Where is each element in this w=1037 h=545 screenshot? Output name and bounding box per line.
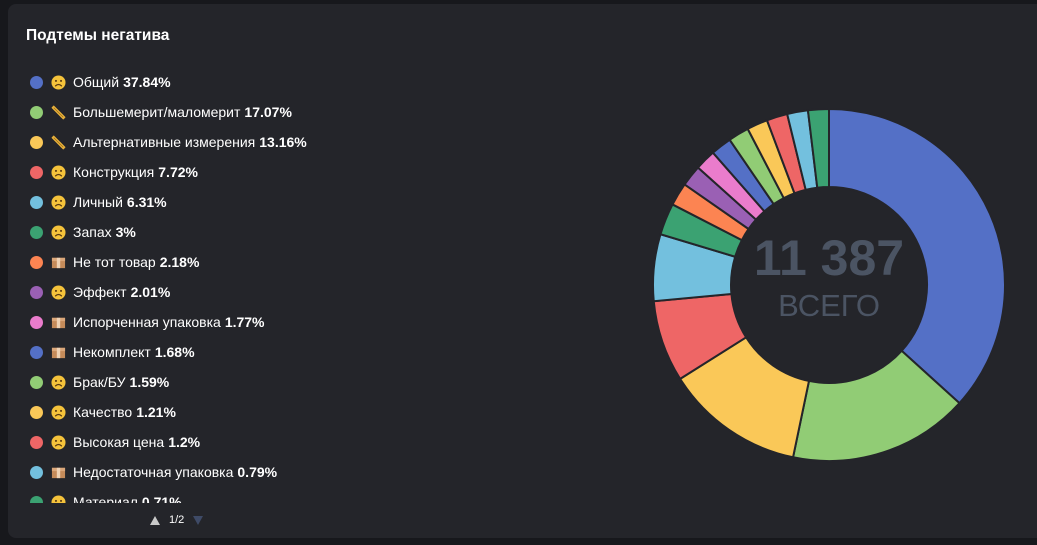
legend-color-dot <box>30 495 43 503</box>
legend-label: Альтернативные измерения <box>73 134 256 150</box>
legend-percent: 2.01% <box>130 284 171 300</box>
legend-item[interactable]: Альтернативные измерения 13.16% <box>30 127 470 157</box>
legend-item[interactable]: Эффект 2.01% <box>30 277 470 307</box>
legend-color-dot <box>30 225 43 239</box>
legend-percent: 1.21% <box>136 404 176 420</box>
legend-color-dot <box>30 135 43 149</box>
legend-color-dot <box>30 375 43 389</box>
legend-label: Общий <box>73 74 120 90</box>
legend-item[interactable]: Брак/БУ 1.59% <box>30 367 470 397</box>
legend-label: Не тот товар <box>73 254 156 270</box>
legend-item[interactable]: Недостаточная упаковка 0.79% <box>30 457 470 487</box>
frown-face-icon <box>51 74 66 90</box>
legend-color-dot <box>30 315 43 329</box>
frown-face-icon <box>51 374 66 390</box>
legend-color-dot <box>30 105 43 119</box>
legend-color-dot <box>30 285 43 299</box>
legend-color-dot <box>30 465 43 479</box>
legend-percent: 37.84% <box>123 74 171 90</box>
legend-color-dot <box>30 165 43 179</box>
total-value: 11 387 <box>753 230 905 286</box>
ruler-icon <box>51 105 66 120</box>
package-icon <box>51 345 66 360</box>
frown-face-icon <box>51 224 66 240</box>
frown-face-icon <box>51 434 66 450</box>
legend-label: Личный <box>73 194 123 210</box>
frown-face-icon <box>51 404 66 420</box>
pager-label: 1/2 <box>169 514 185 526</box>
legend-color-dot <box>30 255 43 269</box>
legend-percent: 1.68% <box>154 344 195 360</box>
legend-item[interactable]: Конструкция 7.72% <box>30 157 470 187</box>
legend-percent: 13.16% <box>259 134 307 150</box>
legend-percent: 6.31% <box>126 194 167 210</box>
donut-slice[interactable] <box>806 107 830 189</box>
legend-label: Брак/БУ <box>73 374 126 390</box>
legend-item[interactable]: Запах 3% <box>30 217 470 247</box>
legend-percent: 7.72% <box>158 164 198 180</box>
package-icon <box>51 465 66 480</box>
legend-label: Качество <box>73 404 133 420</box>
legend-color-dot <box>30 345 43 359</box>
legend-color-dot <box>30 75 43 89</box>
legend-percent: 1.59% <box>129 374 170 390</box>
frown-face-icon <box>51 194 66 210</box>
ruler-icon <box>51 135 66 150</box>
pager-up-icon[interactable] <box>150 515 160 525</box>
pager-down-icon[interactable] <box>193 515 204 525</box>
legend-label: Конструкция <box>73 164 155 180</box>
legend-percent: 3% <box>115 224 136 240</box>
legend-label: Недостаточная упаковка <box>73 464 234 480</box>
legend-item[interactable]: Не тот товар 2.18% <box>30 247 470 277</box>
legend-percent: 17.07% <box>244 104 292 120</box>
legend-item[interactable]: Качество 1.21% <box>30 397 470 427</box>
legend-item[interactable]: Материал 0.71% <box>30 487 470 503</box>
legend-color-dot <box>30 405 43 419</box>
legend-color-dot <box>30 435 43 449</box>
legend-label: Эффект <box>73 284 127 300</box>
donut-slice[interactable] <box>828 107 1006 405</box>
legend-label: Некомплект <box>73 344 151 360</box>
legend-label: Большемерит/маломерит <box>73 104 241 120</box>
frown-face-icon <box>51 164 66 180</box>
legend-percent: 0.71% <box>141 494 182 503</box>
legend-percent: 1.77% <box>224 314 265 330</box>
legend-percent: 1.2% <box>168 434 201 450</box>
chart-legend: Общий 37.84% Большемерит/маломерит 17.07% Ал… <box>30 67 470 503</box>
legend-item[interactable]: Испорченная упаковка 1.77% <box>30 307 470 337</box>
legend-label: Запах <box>73 224 112 240</box>
package-icon <box>51 315 66 330</box>
legend-item[interactable]: Большемерит/маломерит 17.07% <box>30 97 470 127</box>
legend-item[interactable]: Общий 37.84% <box>30 67 470 97</box>
legend-item[interactable]: Некомплект 1.68% <box>30 337 470 367</box>
legend-item[interactable]: Высокая цена 1.2% <box>30 427 470 457</box>
card-title: Подтемы негатива <box>26 27 170 44</box>
legend-label: Испорченная упаковка <box>73 314 221 330</box>
package-icon <box>51 255 66 270</box>
legend-percent: 0.79% <box>237 464 278 480</box>
legend-label: Высокая цена <box>73 434 165 450</box>
frown-face-icon <box>51 494 66 503</box>
total-label: ВСЕГО <box>778 288 880 323</box>
frown-face-icon <box>51 284 66 300</box>
legend-pager: 1/2 <box>150 514 204 526</box>
legend-color-dot <box>30 195 43 209</box>
legend-percent: 2.18% <box>159 254 200 270</box>
legend-item[interactable]: Личный 6.31% <box>30 187 470 217</box>
legend-label: Материал <box>73 494 138 503</box>
